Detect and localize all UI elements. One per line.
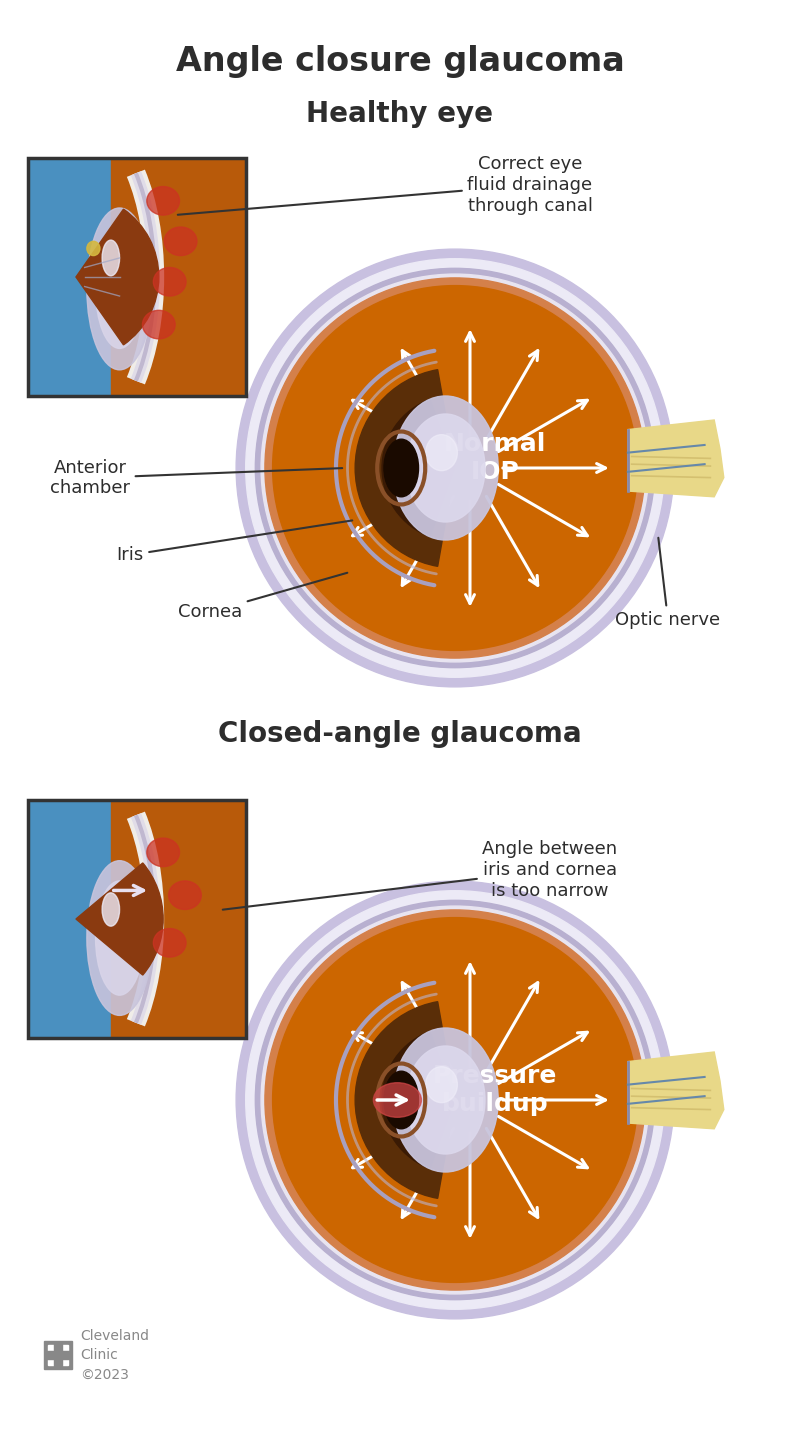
Ellipse shape	[374, 1083, 422, 1118]
Bar	[28, 159, 111, 397]
Bar	[111, 800, 246, 1038]
Ellipse shape	[95, 229, 143, 349]
Ellipse shape	[384, 1071, 418, 1129]
Ellipse shape	[164, 226, 197, 255]
Polygon shape	[628, 420, 724, 497]
Text: Healthy eye: Healthy eye	[306, 99, 494, 128]
Ellipse shape	[236, 881, 674, 1319]
Ellipse shape	[393, 1028, 498, 1172]
Wedge shape	[76, 209, 158, 345]
Ellipse shape	[384, 440, 418, 497]
Text: Cornea: Cornea	[178, 572, 347, 622]
Ellipse shape	[154, 267, 186, 296]
Ellipse shape	[273, 286, 638, 650]
Ellipse shape	[142, 310, 175, 339]
Ellipse shape	[246, 891, 664, 1309]
Polygon shape	[628, 1053, 724, 1129]
Text: Angle closure glaucoma: Angle closure glaucoma	[176, 45, 624, 78]
Ellipse shape	[87, 208, 152, 369]
Ellipse shape	[393, 397, 498, 539]
Ellipse shape	[261, 906, 649, 1293]
Ellipse shape	[102, 241, 119, 275]
Bar	[28, 159, 246, 397]
Bar	[46, 1351, 70, 1358]
Text: Closed-angle glaucoma: Closed-angle glaucoma	[218, 720, 582, 748]
Ellipse shape	[406, 1045, 485, 1154]
Wedge shape	[382, 399, 455, 536]
Ellipse shape	[265, 278, 645, 658]
Ellipse shape	[426, 1067, 458, 1103]
Text: Anterior
chamber: Anterior chamber	[50, 459, 342, 497]
Bar	[111, 159, 246, 397]
Ellipse shape	[246, 258, 664, 678]
Bar	[28, 800, 111, 1038]
Ellipse shape	[147, 838, 179, 867]
Text: Iris: Iris	[116, 521, 352, 564]
Ellipse shape	[236, 249, 674, 686]
Text: Angle between
iris and cornea
is too narrow: Angle between iris and cornea is too nar…	[222, 841, 618, 910]
Ellipse shape	[426, 434, 458, 470]
Ellipse shape	[102, 893, 119, 926]
Ellipse shape	[273, 917, 638, 1282]
Text: Pressure
buildup: Pressure buildup	[433, 1064, 557, 1116]
Bar	[44, 1341, 72, 1368]
Ellipse shape	[406, 414, 485, 522]
Text: Normal
IOP: Normal IOP	[444, 433, 546, 485]
Ellipse shape	[255, 268, 654, 668]
Ellipse shape	[265, 910, 645, 1291]
Ellipse shape	[87, 241, 100, 255]
Bar	[28, 800, 246, 1038]
Ellipse shape	[154, 929, 186, 957]
Wedge shape	[76, 862, 163, 975]
Ellipse shape	[147, 186, 179, 215]
Ellipse shape	[255, 900, 654, 1299]
Ellipse shape	[261, 274, 649, 662]
Text: Cleveland
Clinic
©2023: Cleveland Clinic ©2023	[80, 1328, 149, 1381]
Bar	[48, 1345, 68, 1366]
Bar	[54, 1343, 62, 1367]
Text: Correct eye
fluid drainage
through canal: Correct eye fluid drainage through canal	[178, 156, 593, 215]
Wedge shape	[382, 1031, 455, 1168]
Wedge shape	[355, 1002, 455, 1198]
Text: Optic nerve: Optic nerve	[615, 538, 721, 629]
Wedge shape	[355, 369, 455, 567]
Ellipse shape	[169, 881, 202, 910]
Ellipse shape	[87, 861, 152, 1015]
Ellipse shape	[95, 881, 143, 995]
